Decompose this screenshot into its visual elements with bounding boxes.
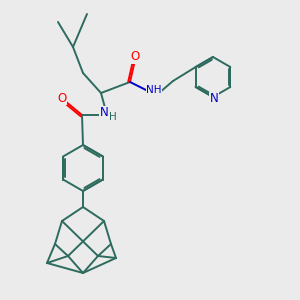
Text: H: H [109,112,117,122]
Text: N: N [210,92,218,106]
Text: N: N [100,106,108,119]
Text: NH: NH [146,85,162,95]
Text: O: O [130,50,140,64]
Text: O: O [57,92,67,104]
